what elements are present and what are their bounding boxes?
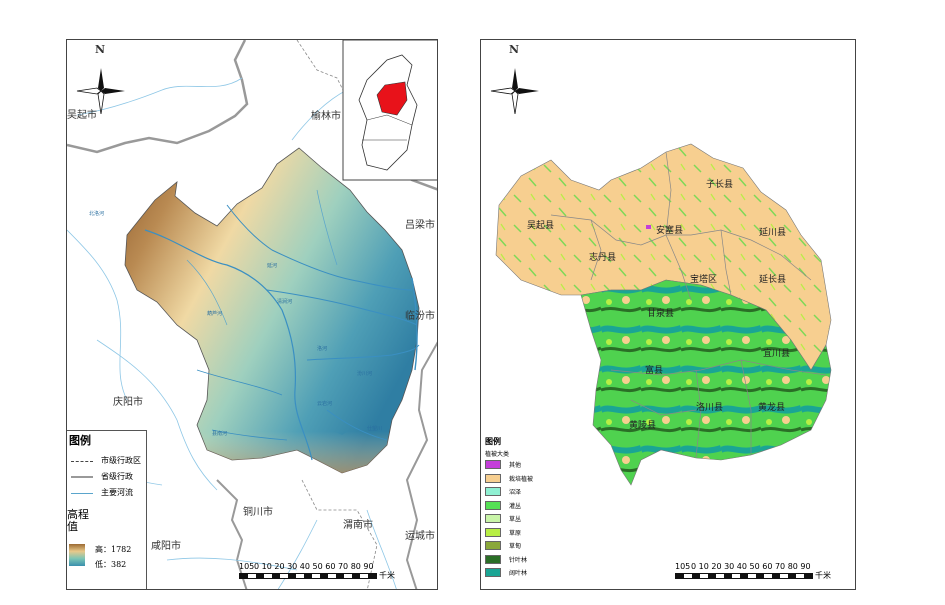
scale-ticks: 0 10 20 30 40 50 60 70 80 90 bbox=[691, 562, 811, 571]
county-label-zhidan: 志丹县 bbox=[589, 253, 617, 263]
vegetation-map-canvas bbox=[495, 143, 832, 486]
legend-item: 草甸 bbox=[485, 539, 559, 553]
scale-bar bbox=[239, 573, 377, 579]
legend-item: 草丛 bbox=[485, 512, 559, 526]
river-label: 延河 bbox=[267, 263, 278, 269]
county-label-ganquan: 甘泉县 bbox=[647, 309, 675, 319]
legend-item: 阔叶林 bbox=[485, 566, 559, 580]
county-label-huanglong: 黄龙县 bbox=[758, 403, 786, 413]
county-label-yichuan: 宜川县 bbox=[763, 349, 791, 359]
label-xianyang: 咸阳市 bbox=[151, 541, 181, 552]
legend-item: 草原 bbox=[485, 526, 559, 540]
north-arrow-icon bbox=[490, 68, 539, 115]
elevation-color-ramp bbox=[69, 544, 85, 566]
vegetation-legend: 图例 植被大类 其他 栽培植被 沼泽 灌丛 草丛 草原 草甸 针叶林 阔叶林 bbox=[485, 436, 559, 580]
north-label: N bbox=[509, 43, 520, 56]
scale-bar bbox=[675, 573, 813, 579]
river-label: 葫芦河 bbox=[207, 311, 223, 317]
river-label: 北洛河 bbox=[89, 211, 105, 217]
river-label: 云岩河 bbox=[317, 401, 333, 407]
river-label: 县南河 bbox=[212, 431, 228, 437]
label-yulin: 榆林市 bbox=[311, 111, 341, 122]
scale-ticks: 0 10 20 30 40 50 60 70 80 90 bbox=[254, 562, 374, 571]
label-tongchuan: 铜川市 bbox=[243, 507, 273, 518]
county-label-yanchang: 延长县 bbox=[759, 275, 787, 285]
elevation-low: 低：382 bbox=[95, 560, 127, 569]
label-qingyang: 庆阳市 bbox=[113, 397, 143, 408]
label-yuncheng: 运城市 bbox=[405, 531, 435, 542]
elevation-map-canvas bbox=[67, 40, 437, 589]
elevation-legend: 图例 市级行政区 省级行政 主要河流 高程值 高：1782 低：382 bbox=[67, 430, 147, 589]
scale-start: 105 bbox=[239, 562, 255, 571]
river-label: 汾川河 bbox=[357, 371, 373, 377]
river-label: 洛河 bbox=[317, 346, 328, 352]
scale-unit: 千米 bbox=[815, 571, 831, 580]
county-label-fu: 富县 bbox=[645, 366, 664, 376]
legend-item: 栽培植被 bbox=[485, 472, 559, 486]
scale-unit: 千米 bbox=[379, 571, 395, 580]
elevation-map-panel: N 吴起市 榆林市 吕梁市 临汾市 庆阳市 铜川市 渭南市 咸阳市 运城市 北洛… bbox=[66, 39, 438, 590]
legend-item: 沼泽 bbox=[485, 485, 559, 499]
legend-row-city-boundary: 市级行政区 bbox=[71, 455, 141, 467]
county-label-zichang: 子长县 bbox=[706, 180, 734, 190]
county-label-ansai: 安塞县 bbox=[656, 226, 684, 236]
label-lvliang: 吕梁市 bbox=[405, 220, 435, 231]
label-weinan: 渭南市 bbox=[343, 520, 373, 531]
legend-item: 其他 bbox=[485, 458, 559, 472]
elevation-legend-title: 高程值 bbox=[67, 508, 89, 533]
label-linfen: 临汾市 bbox=[405, 311, 435, 322]
county-label-baota: 宝塔区 bbox=[690, 275, 718, 285]
north-label: N bbox=[95, 43, 106, 56]
river-label: 仕望川 bbox=[367, 426, 383, 432]
label-wuqi-city: 吴起市 bbox=[67, 110, 97, 121]
county-label-yanchuan: 延川县 bbox=[759, 228, 787, 238]
legend-title: 图例 bbox=[69, 434, 91, 447]
legend-row-province-boundary: 省级行政 bbox=[71, 471, 133, 483]
elevation-high: 高：1782 bbox=[95, 545, 132, 554]
vegetation-map-panel: N 子长县 吴起县 安塞县 志丹县 延川县 宝塔区 延长县 甘泉县 宜川县 富县… bbox=[480, 39, 856, 590]
county-label-luochuan: 洛川县 bbox=[696, 403, 724, 413]
location-inset-map bbox=[342, 40, 437, 181]
legend-title: 图例 bbox=[485, 436, 501, 446]
scale-start: 105 bbox=[675, 562, 691, 571]
legend-row-rivers: 主要河流 bbox=[71, 487, 133, 499]
river-label: 清涧河 bbox=[277, 299, 293, 305]
north-arrow-icon bbox=[76, 68, 125, 115]
legend-item: 针叶林 bbox=[485, 553, 559, 567]
legend-item: 灌丛 bbox=[485, 499, 559, 513]
county-label-huangling: 黄陵县 bbox=[629, 421, 657, 431]
county-label-wuqi: 吴起县 bbox=[527, 221, 555, 231]
legend-subtitle: 植被大类 bbox=[485, 451, 510, 458]
